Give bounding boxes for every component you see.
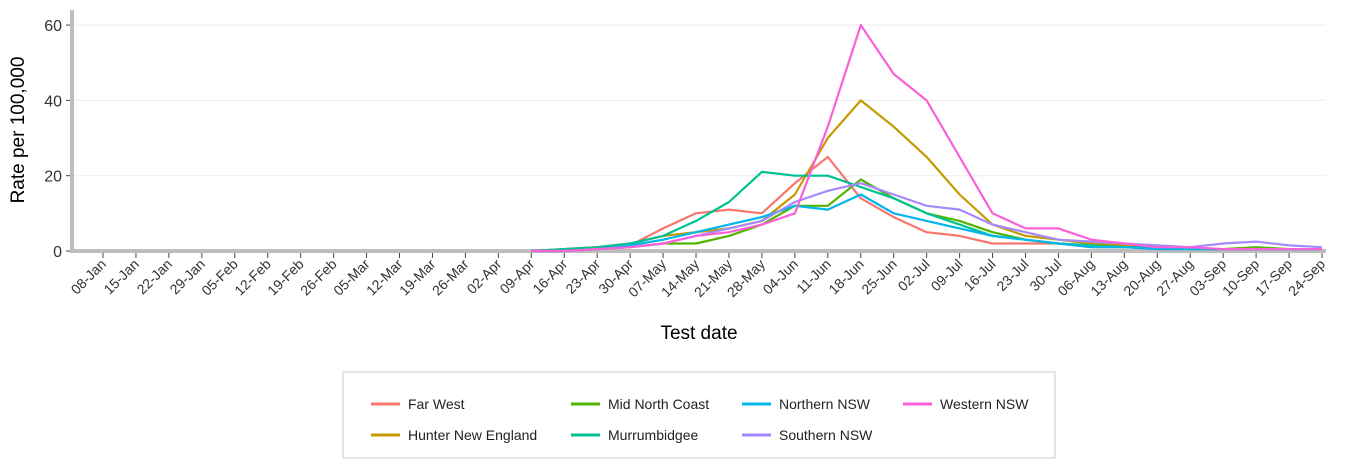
legend-label: Hunter New England [408, 427, 537, 443]
x-tick-label: 09-Apr [496, 256, 537, 297]
x-tick-label: 24-Sep [1285, 256, 1328, 299]
x-tick-label: 15-Jan [100, 256, 142, 298]
y-tick-label: 40 [44, 93, 62, 110]
x-tick-label: 05-Feb [198, 256, 241, 299]
y-tick-label: 60 [44, 18, 62, 35]
x-tick-label: 11-Jun [793, 256, 834, 297]
legend-box [342, 371, 1056, 459]
x-tick-label: 09-Jul [927, 256, 965, 294]
legend-label: Southern NSW [779, 427, 873, 443]
series-line [531, 182, 1323, 253]
x-tick-label: 23-Apr [562, 256, 603, 297]
legend-label: Northern NSW [779, 396, 871, 412]
x-tick-label: 12-Feb [231, 256, 274, 299]
x-tick-label: 08-Jan [68, 256, 110, 298]
y-tick-label: 0 [53, 244, 62, 261]
x-tick-label: 19-Feb [264, 256, 307, 299]
series-line [531, 170, 1322, 253]
x-tick-label: 16-Apr [529, 256, 570, 297]
x-tick-label: 26-Mar [429, 256, 472, 299]
x-tick-label: 26-Feb [297, 256, 340, 299]
legend-label: Western NSW [940, 396, 1029, 412]
series-line [531, 24, 1322, 253]
x-tick-label: 23-Jul [993, 256, 1031, 294]
x-tick-label: 02-Apr [463, 256, 504, 297]
x-tick-label: 18-Jun [825, 256, 867, 298]
legend-label: Mid North Coast [608, 396, 709, 412]
x-tick-label: 22-Jan [133, 256, 175, 298]
x-tick-label: 04-Jun [759, 256, 801, 298]
legend-label: Far West [408, 396, 465, 412]
series-line [531, 178, 1322, 253]
y-axis-title: Rate per 100,000 [8, 57, 29, 204]
x-tick-label: 25-Jun [858, 256, 900, 298]
y-tick-label: 20 [44, 169, 62, 186]
x-tick-label: 16-Jul [960, 256, 998, 294]
x-tick-label: 02-Jul [894, 256, 932, 294]
legend-label: Murrumbidgee [608, 427, 698, 443]
series-line [531, 193, 1322, 253]
x-axis-title: Test date [660, 323, 737, 344]
series-line [531, 155, 1322, 253]
